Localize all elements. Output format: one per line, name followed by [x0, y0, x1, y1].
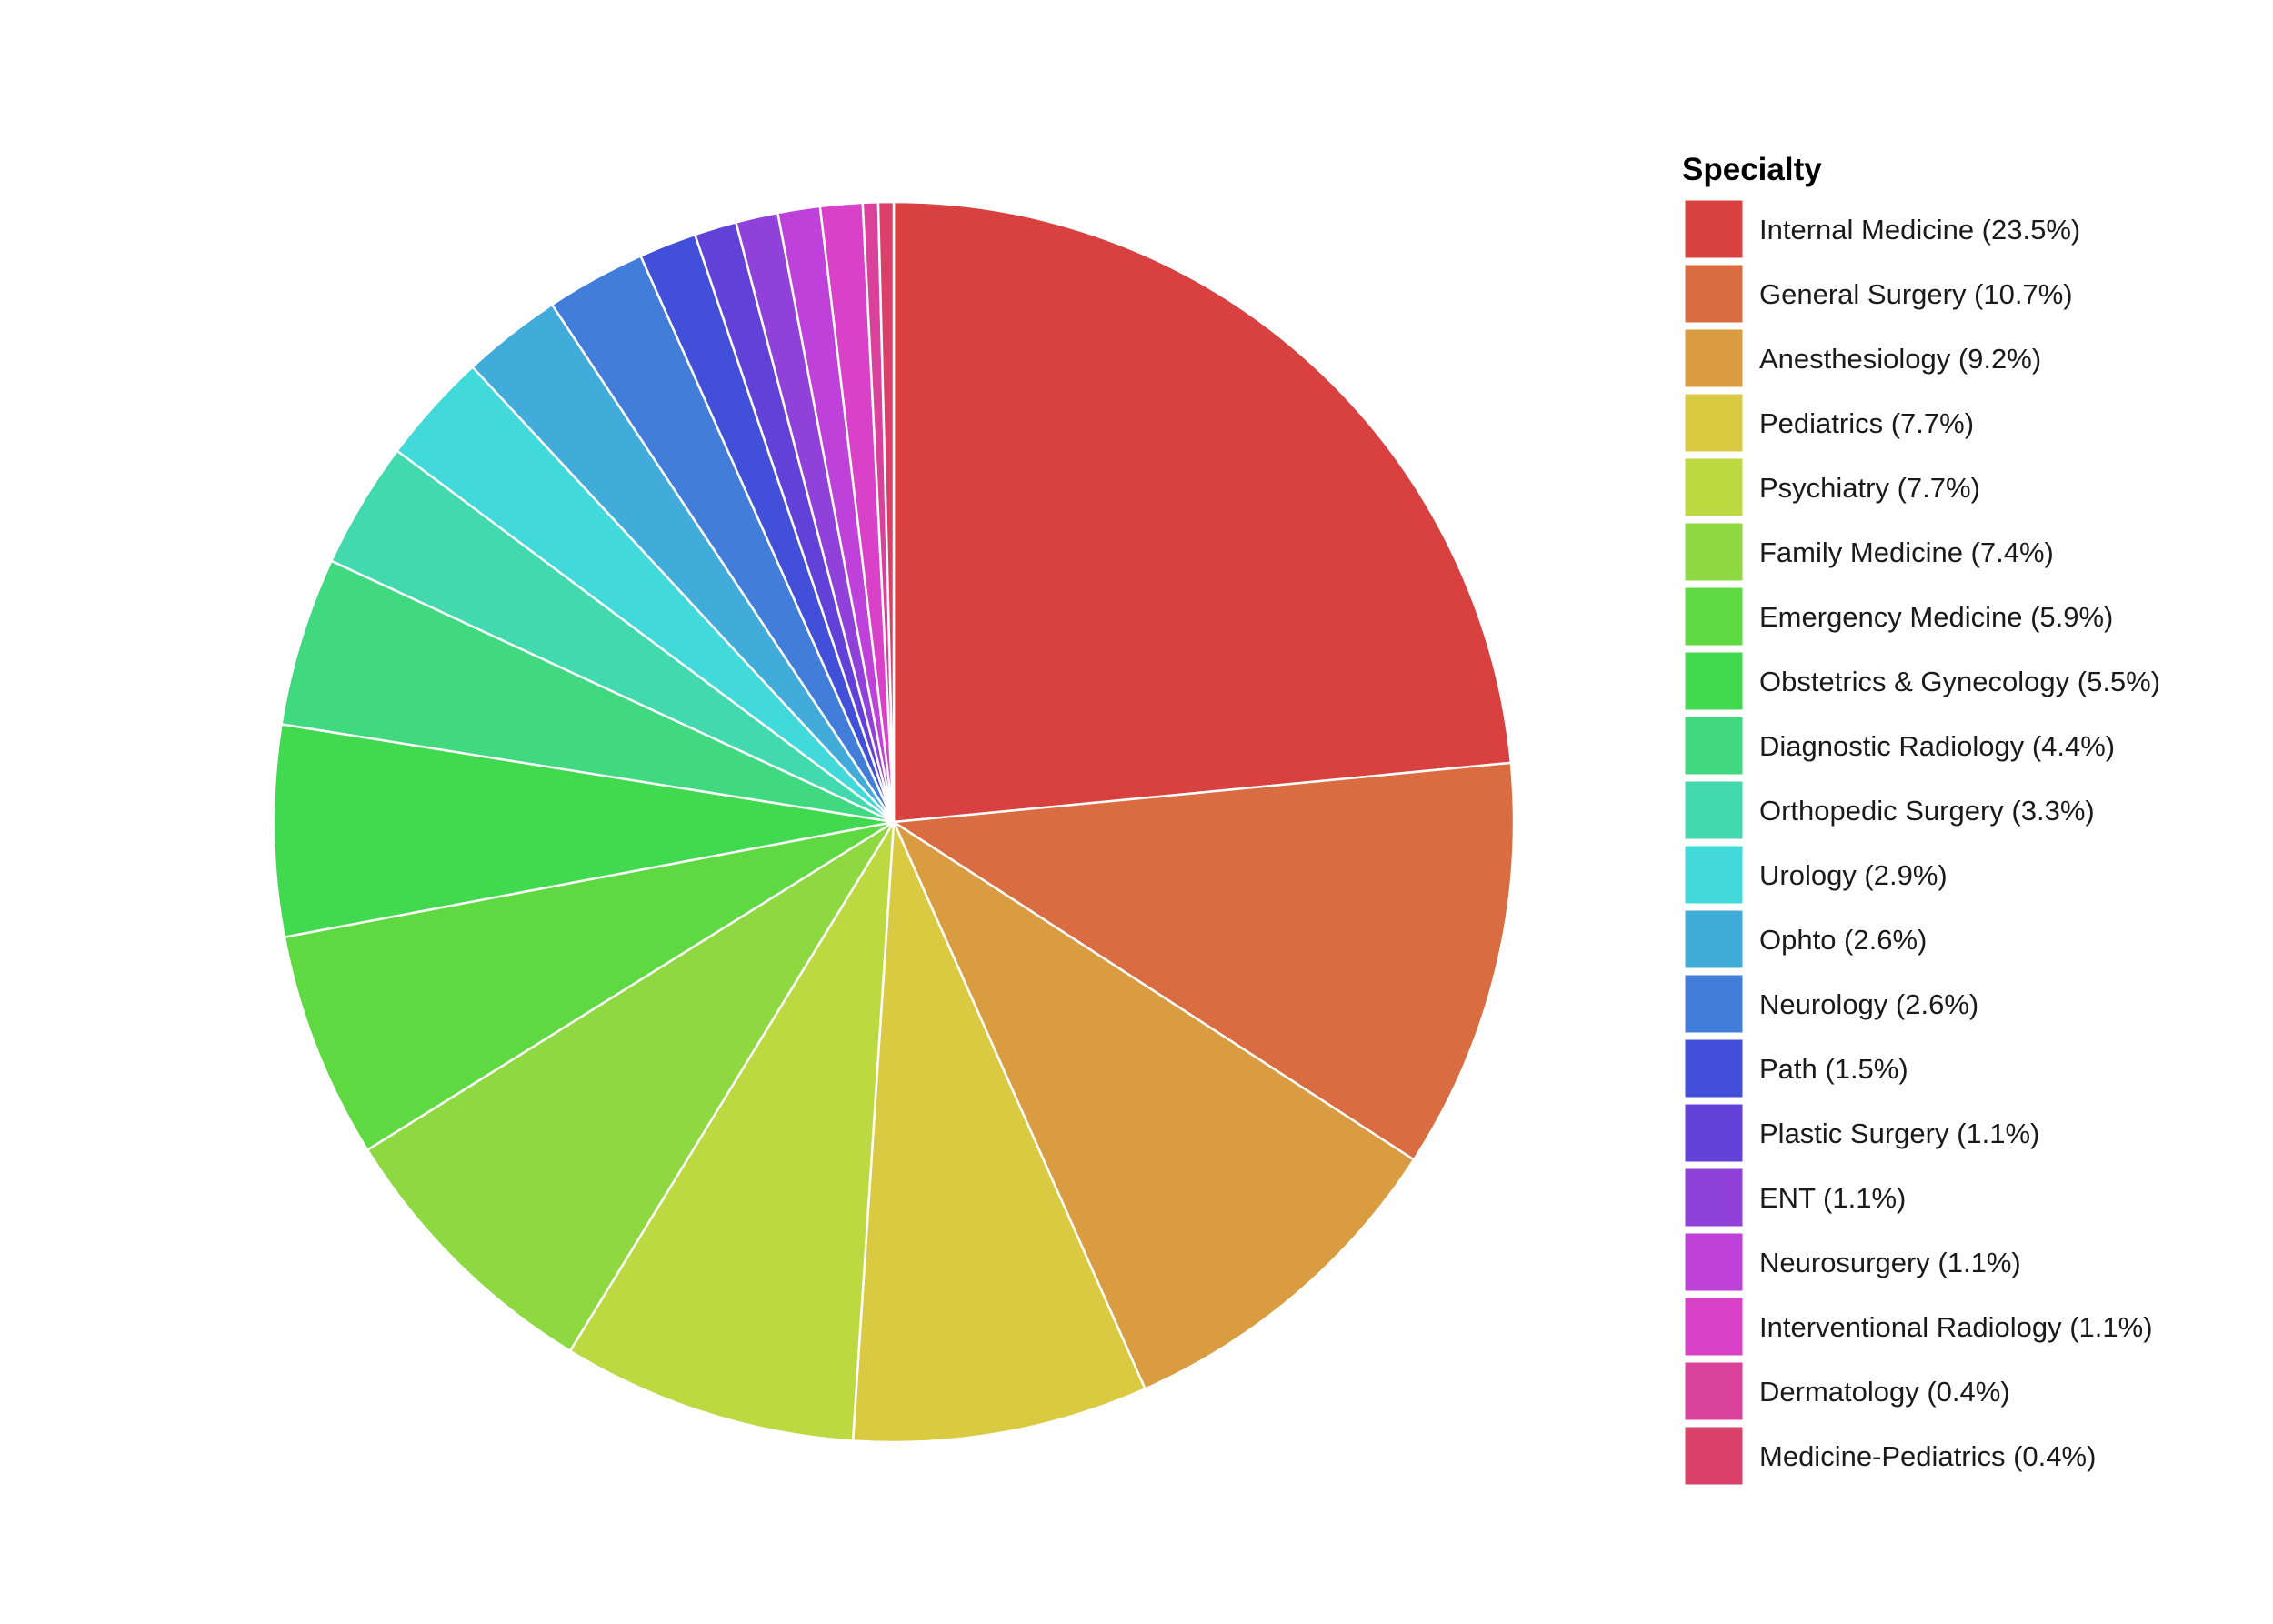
legend-key-medicine-pediatrics: [1682, 1424, 1746, 1488]
legend-key-path: [1682, 1037, 1746, 1100]
legend-label-neurology: Neurology (2.6%): [1759, 988, 1978, 1020]
legend-label-medicine-pediatrics: Medicine-Pediatrics (0.4%): [1759, 1440, 2096, 1472]
legend-label-family-medicine: Family Medicine (7.4%): [1759, 536, 2054, 568]
legend-label-diagnostic-radiology: Diagnostic Radiology (4.4%): [1759, 730, 2115, 762]
legend-label-orthopedic-surgery: Orthopedic Surgery (3.3%): [1759, 795, 2095, 827]
legend-key-neurology: [1682, 972, 1746, 1036]
legend-label-urology: Urology (2.9%): [1759, 859, 1948, 891]
pie-slice-family-medicine: [365, 820, 896, 1352]
legend-key-emergency-medicine: [1682, 585, 1746, 648]
legend-key-plastic-surgery: [1682, 1101, 1746, 1165]
legend-key-ophto: [1682, 907, 1746, 971]
pie-slice-emergency-medicine: [283, 820, 896, 1151]
pie-slice-internal-medicine: [892, 200, 1513, 824]
pie-slice-psychiatry: [568, 820, 896, 1442]
legend-label-general-surgery: General Surgery (10.7%): [1759, 278, 2073, 310]
legend-label-path: Path (1.5%): [1759, 1053, 1908, 1085]
legend-key-psychiatry: [1682, 456, 1746, 519]
pie-slice-general-surgery: [892, 761, 1516, 1161]
legend-key-neurosurgery: [1682, 1230, 1746, 1294]
pie-slices: [272, 200, 1516, 1444]
legend-key-interventional-radiology: [1682, 1295, 1746, 1358]
legend-key-dermatology: [1682, 1359, 1746, 1423]
legend-label-dermatology: Dermatology (0.4%): [1759, 1376, 2010, 1408]
pie-slice-obstetrics-gynecology: [272, 723, 896, 938]
pie-slice-anesthesiology: [892, 820, 1416, 1390]
legend-label-ophto: Ophto (2.6%): [1759, 924, 1927, 956]
legend-label-obstetrics-gynecology: Obstetrics & Gynecology (5.5%): [1759, 666, 2160, 697]
legend-key-internal-medicine: [1682, 197, 1746, 261]
pie-slice-diagnostic-radiology: [280, 559, 896, 824]
legend-key-pediatrics: [1682, 391, 1746, 455]
legend-label-pediatrics: Pediatrics (7.7%): [1759, 407, 1974, 439]
legend-key-urology: [1682, 843, 1746, 907]
legend-label-anesthesiology: Anesthesiology (9.2%): [1759, 343, 2041, 375]
legend-label-psychiatry: Psychiatry (7.7%): [1759, 472, 1980, 504]
pie-slice-pediatrics: [851, 820, 1147, 1444]
legend-title: Specialty: [1682, 152, 1822, 187]
legend-label-internal-medicine: Internal Medicine (23.5%): [1759, 214, 2080, 246]
legend-label-interventional-radiology: Interventional Radiology (1.1%): [1759, 1311, 2153, 1343]
legend-items: Internal Medicine (23.5%) General Surgery…: [1682, 197, 2160, 1488]
legend-key-diagnostic-radiology: [1682, 714, 1746, 777]
pie-slice-medicine-pediatrics: [876, 200, 896, 824]
legend-label-plastic-surgery: Plastic Surgery (1.1%): [1759, 1118, 2039, 1149]
legend-label-ent: ENT (1.1%): [1759, 1182, 1906, 1214]
legend-key-general-surgery: [1682, 262, 1746, 326]
legend-label-emergency-medicine: Emergency Medicine (5.9%): [1759, 601, 2113, 633]
legend-key-anesthesiology: [1682, 326, 1746, 390]
legend-key-obstetrics-gynecology: [1682, 649, 1746, 713]
legend: Specialty Internal Medicine (23.5%) Gener…: [1682, 152, 2160, 1488]
legend-key-family-medicine: [1682, 520, 1746, 584]
legend-label-neurosurgery: Neurosurgery (1.1%): [1759, 1247, 2021, 1278]
legend-key-ent: [1682, 1166, 1746, 1229]
legend-key-orthopedic-surgery: [1682, 778, 1746, 842]
